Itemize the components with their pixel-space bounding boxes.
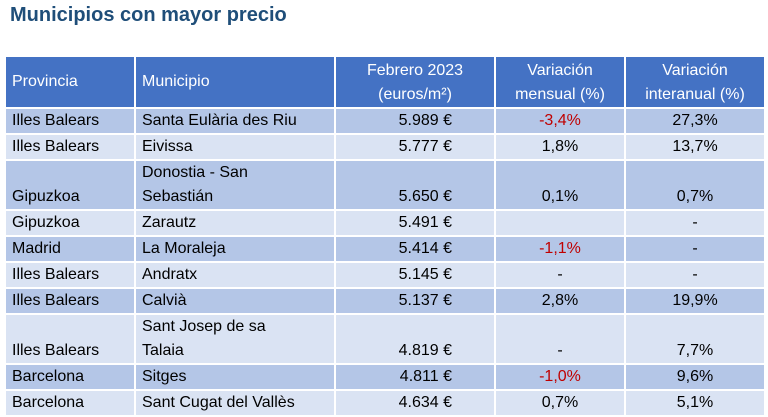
- cell-mensual: -1,0%: [494, 363, 626, 391]
- table-row: Barcelona Sitges 4.811 € -1,0% 9,6%: [4, 363, 766, 391]
- cell-mensual: 0,7%: [494, 389, 626, 417]
- header-precio: Febrero 2023 (euros/m²): [334, 55, 496, 109]
- cell-precio: 5.491 €: [334, 209, 496, 237]
- header-mensual: Variación mensual (%): [494, 55, 626, 109]
- table-row: Illes Balears Calvià 5.137 €2,8% 19,9%: [4, 287, 766, 315]
- cell-precio: 5.137 €: [334, 287, 496, 315]
- municipio-line: Eivissa: [142, 138, 193, 155]
- cell-provincia: Illes Balears: [4, 107, 136, 135]
- cell-municipio: Calvià: [134, 287, 336, 315]
- municipio-line: Donostia - San: [142, 164, 248, 181]
- cell-interanual: 7,7%: [624, 313, 766, 365]
- cell-municipio: Sitges: [134, 363, 336, 391]
- cell-precio: 5.414 €: [334, 235, 496, 263]
- cell-precio: 5.650 €: [334, 159, 496, 211]
- cell-provincia: Barcelona: [4, 389, 136, 417]
- cell-provincia: Madrid: [4, 235, 136, 263]
- header-precio-line2: (euros/m²): [378, 86, 452, 103]
- cell-precio: 5.777 €: [334, 133, 496, 161]
- cell-municipio: Santa Eulària des Riu: [134, 107, 336, 135]
- municipio-line: Sitges: [142, 368, 187, 385]
- cell-municipio: Andratx: [134, 261, 336, 289]
- cell-mensual: -1,1%: [494, 235, 626, 263]
- cell-mensual: -3,4%: [494, 107, 626, 135]
- cell-provincia: Illes Balears: [4, 287, 136, 315]
- table-row: Barcelona Sant Cugat del Vallès 4.634 €0,7…: [4, 389, 766, 417]
- cell-provincia: Illes Balears: [4, 313, 136, 365]
- cell-interanual: 0,7%: [624, 159, 766, 211]
- cell-municipio: Zarautz: [134, 209, 336, 237]
- cell-municipio: La Moraleja: [134, 235, 336, 263]
- header-interanual-line2: interanual (%): [645, 86, 745, 103]
- cell-provincia: Barcelona: [4, 363, 136, 391]
- cell-interanual: -: [624, 261, 766, 289]
- municipio-line: Sebastián: [142, 188, 214, 205]
- cell-mensual: -: [494, 261, 626, 289]
- table-row: Illes Balears Andratx 5.145 € - -: [4, 261, 766, 289]
- cell-precio: 4.819 €: [334, 313, 496, 365]
- cell-precio: 4.811 €: [334, 363, 496, 391]
- header-precio-line1: Febrero 2023: [366, 62, 464, 79]
- table-row: Illes Balears Eivissa 5.777 €1,8% 13,7%: [4, 133, 766, 161]
- header-mensual-line1: Variación: [527, 62, 593, 79]
- cell-municipio: Eivissa: [134, 133, 336, 161]
- page-title: Municipios con mayor precio: [10, 4, 287, 26]
- table-header-row: Provincia Municipio Febrero 2023 (euros/…: [4, 55, 766, 109]
- cell-interanual: -: [624, 235, 766, 263]
- header-provincia: Provincia: [4, 55, 136, 109]
- municipio-line: La Moraleja: [142, 240, 226, 257]
- table-row: Gipuzkoa Zarautz 5.491 € -: [4, 209, 766, 237]
- header-municipio: Municipio: [134, 55, 336, 109]
- municipio-line: Sant Cugat del Vallès: [142, 394, 295, 411]
- cell-precio: 4.634 €: [334, 389, 496, 417]
- header-mensual-line2: mensual (%): [515, 86, 605, 103]
- cell-provincia: Gipuzkoa: [4, 159, 136, 211]
- municipio-line: Zarautz: [142, 214, 197, 231]
- municipio-line: Talaia: [142, 342, 184, 359]
- table-row: Illes Balears Santa Eulària des Riu 5.989 …: [4, 107, 766, 135]
- price-table: Provincia Municipio Febrero 2023 (euros/…: [4, 55, 766, 417]
- cell-municipio: Sant Josep de sa Talaia: [134, 313, 336, 365]
- cell-provincia: Illes Balears: [4, 133, 136, 161]
- cell-precio: 5.989 €: [334, 107, 496, 135]
- cell-interanual: 5,1%: [624, 389, 766, 417]
- municipio-line: Sant Josep de sa: [142, 318, 266, 335]
- table-row: Madrid La Moraleja 5.414 € -1,1% -: [4, 235, 766, 263]
- cell-municipio: Donostia - San Sebastián: [134, 159, 336, 211]
- cell-precio: 5.145 €: [334, 261, 496, 289]
- municipio-line: Santa Eulària des Riu: [142, 112, 297, 129]
- cell-interanual: 19,9%: [624, 287, 766, 315]
- cell-provincia: Gipuzkoa: [4, 209, 136, 237]
- cell-mensual: 1,8%: [494, 133, 626, 161]
- cell-mensual: 0,1%: [494, 159, 626, 211]
- cell-interanual: 9,6%: [624, 363, 766, 391]
- table-row: Illes Balears Sant Josep de sa Talaia 4.819…: [4, 313, 766, 365]
- cell-interanual: 27,3%: [624, 107, 766, 135]
- table-row: Gipuzkoa Donostia - San Sebastián 5.650 €0,…: [4, 159, 766, 211]
- cell-interanual: 13,7%: [624, 133, 766, 161]
- cell-mensual: [494, 209, 626, 237]
- municipio-line: Calvià: [142, 292, 187, 309]
- header-interanual-line1: Variación: [662, 62, 728, 79]
- municipio-line: Andratx: [142, 266, 198, 283]
- cell-interanual: -: [624, 209, 766, 237]
- cell-mensual: -: [494, 313, 626, 365]
- cell-municipio: Sant Cugat del Vallès: [134, 389, 336, 417]
- header-interanual: Variación interanual (%): [624, 55, 766, 109]
- cell-provincia: Illes Balears: [4, 261, 136, 289]
- cell-mensual: 2,8%: [494, 287, 626, 315]
